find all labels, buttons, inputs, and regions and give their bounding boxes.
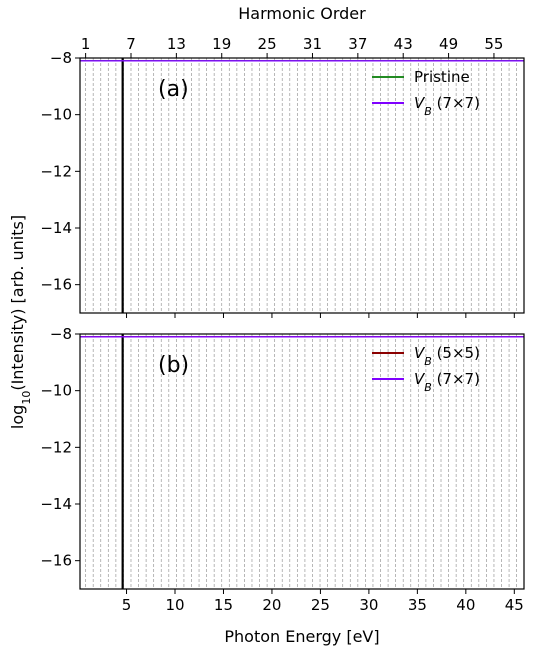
y-tick-label: −16	[40, 276, 72, 294]
y-tick-label: −14	[40, 495, 72, 513]
x-tick-label: 20	[262, 596, 281, 614]
axes-frame-b	[79, 333, 525, 590]
y-axis-label: log10(Intensity) [arb. units]	[8, 215, 33, 429]
legend-a: Pristine VB (7×7)	[372, 68, 480, 118]
y-tick-label: −14	[40, 219, 72, 237]
top-tick-label: 43	[394, 35, 413, 53]
y-tick-label: −10	[40, 382, 72, 400]
y-tick-label: −12	[40, 162, 72, 180]
top-tick-label: 19	[212, 35, 231, 53]
x-tick-label: 35	[408, 596, 427, 614]
x-tick-label: 40	[456, 596, 475, 614]
x-tick-label: 45	[505, 596, 524, 614]
top-tick-label: 49	[439, 35, 458, 53]
x-tick-label: 15	[214, 596, 233, 614]
y-tick-label: −10	[40, 106, 72, 124]
legend-label: Pristine	[414, 68, 470, 86]
y-tick-label: −8	[50, 49, 72, 67]
x-tick-label: 10	[165, 596, 184, 614]
x-ticks-b: 5 10 15 20 25 30 35 40 45	[122, 589, 524, 614]
x-axis-label: Photon Energy [eV]	[224, 627, 379, 646]
legend-b: VB (5×5)VB (7×7)	[372, 344, 480, 394]
y-ticks-b: −8 −10 −12 −14 −16	[40, 325, 80, 570]
x-tick-label: 30	[359, 596, 378, 614]
y-tick-label: −8	[50, 325, 72, 343]
top-axis-label: Harmonic Order	[238, 4, 366, 23]
panel-label-b: (b)	[158, 353, 189, 378]
x-ticks-a	[126, 313, 515, 318]
legend-label: VB (5×5)	[414, 344, 480, 368]
y-tick-label: −16	[40, 552, 72, 570]
x-tick-label: 5	[122, 596, 132, 614]
panel-b: 5 10 15 20 25 30 35 40 45 −8 −10 −12 −14 −16 (b) VB …	[40, 325, 525, 614]
top-tick-label: 13	[167, 35, 186, 53]
top-tick-label: 37	[348, 35, 367, 53]
top-tick-label: 1	[81, 35, 91, 53]
top-tick-label: 31	[303, 35, 322, 53]
panel-label-a: (a)	[158, 77, 189, 102]
top-tick-label: 7	[126, 35, 136, 53]
axes-frame-a	[79, 57, 525, 314]
legend-label: VB (7×7)	[414, 94, 480, 118]
legend-label: VB (7×7)	[414, 370, 480, 394]
y-tick-label: −12	[40, 438, 72, 456]
panel-a: −8 −10 −12 −14 −16 1 7 13 19 25 31 37 43 49 55 (a) Pr…	[40, 35, 525, 318]
x-tick-label: 25	[311, 596, 330, 614]
top-tick-label: 25	[258, 35, 277, 53]
y-ticks-a: −8 −10 −12 −14 −16	[40, 49, 80, 294]
top-tick-label: 55	[484, 35, 503, 53]
harmonic-lines-b	[85, 334, 517, 589]
top-ticks-a: 1 7 13 19 25 31 37 43 49 55	[81, 35, 503, 58]
